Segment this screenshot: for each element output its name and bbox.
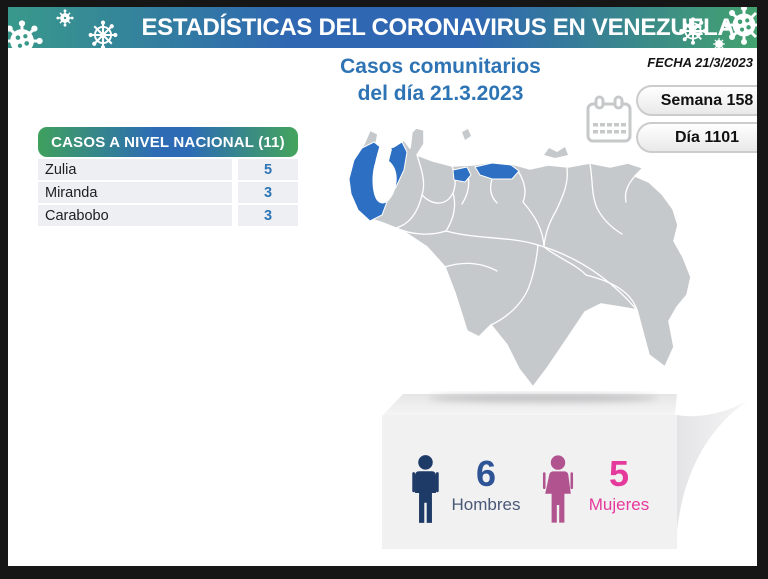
virus-icons-right: [679, 7, 757, 48]
cases-cell: 5: [238, 159, 298, 180]
page-title-line2: del día 21.3.2023: [357, 82, 524, 105]
table-row: Miranda 3: [38, 182, 298, 203]
header-banner: ESTADÍSTICAS DEL CORONAVIRUS EN VENEZUEL…: [8, 7, 757, 48]
man-icon: [412, 455, 439, 523]
virus-icon: [8, 9, 118, 48]
cases-cell: 3: [238, 182, 298, 203]
women-stat: 5 Mujeres: [571, 455, 667, 515]
page-title: Casos comunitarios del día 21.3.2023: [183, 53, 698, 107]
cases-table-header: CASOS A NIVEL NACIONAL (11): [38, 127, 298, 157]
map-island-small: [462, 129, 471, 140]
virus-icon: [679, 7, 757, 48]
venezuela-map: [348, 127, 692, 388]
map-landmass: [348, 127, 692, 388]
day-badge: Día 1101: [636, 122, 757, 153]
virus-icons-left: [8, 9, 118, 48]
cases-table: CASOS A NIVEL NACIONAL (11) Zulia 5 Mira…: [38, 127, 298, 226]
cases-cell: 3: [238, 205, 298, 226]
men-label: Hombres: [451, 495, 521, 514]
map-lake-maracaibo: [372, 144, 397, 204]
state-cell: Zulia: [38, 159, 232, 180]
calendar-icon: [586, 95, 632, 143]
page-title-line1: Casos comunitarios: [340, 55, 541, 78]
table-row: Carabobo 3: [38, 205, 298, 226]
map-island-margarita: [544, 147, 568, 158]
panel-curl: [677, 399, 750, 531]
map-state-miranda: [474, 162, 520, 180]
state-cell: Carabobo: [38, 205, 232, 226]
banner-title: ESTADÍSTICAS DEL CORONAVIRUS EN VENEZUEL…: [141, 13, 735, 41]
women-count: 5: [608, 453, 630, 494]
week-badge: Semana 158: [636, 85, 757, 116]
table-row: Zulia 5: [38, 159, 298, 180]
men-count: 6: [475, 453, 497, 494]
state-cell: Miranda: [38, 182, 232, 203]
women-label: Mujeres: [588, 495, 650, 514]
woman-icon: [542, 455, 574, 523]
date-label: FECHA 21/3/2023: [647, 55, 753, 70]
men-stat: 6 Hombres: [438, 455, 534, 515]
infographic-content: ESTADÍSTICAS DEL CORONAVIRUS EN VENEZUEL…: [8, 7, 757, 566]
map-state-borders: [395, 154, 638, 326]
map-state-carabobo: [452, 166, 472, 183]
